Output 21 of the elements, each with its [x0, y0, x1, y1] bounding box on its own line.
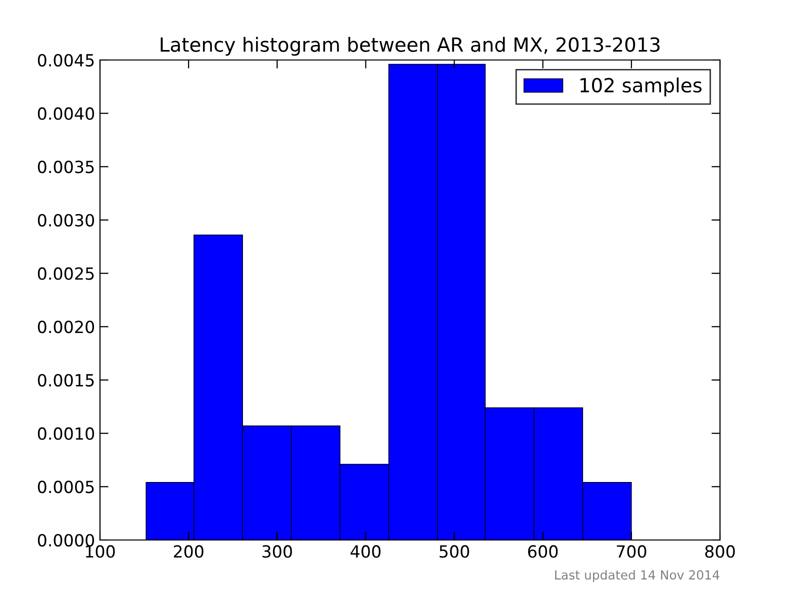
legend-label: 102 samples: [580, 78, 702, 96]
y-tick-label: 0.0020: [38, 320, 94, 334]
x-tick-label: 800: [705, 545, 735, 558]
x-tick-label: 500: [440, 545, 470, 558]
y-tick-label: 0.0035: [38, 160, 94, 174]
y-tick-label: 0.0015: [38, 374, 94, 387]
y-tick-label: 0.0000: [38, 534, 94, 547]
x-tick-label: 600: [528, 545, 558, 558]
y-tick-label: 0.0040: [38, 107, 94, 120]
y-tick-label: 0.0045: [38, 54, 94, 67]
y-tick-label: 0.0005: [38, 480, 94, 494]
y-tick-label: 0.0025: [38, 267, 94, 280]
x-tick-label: 300: [262, 545, 292, 558]
x-tick-label: 200: [174, 545, 204, 558]
x-tick-label: 100: [86, 545, 115, 558]
x-tick-label: 700: [616, 545, 646, 558]
x-tick-label: 400: [350, 545, 381, 558]
chart-title: Latency histogram between AR and MX, 2013-2013: [160, 36, 660, 56]
text: Last updated 14 Nov 2014: [555, 570, 720, 582]
y-tick-label: 0.0030: [38, 214, 94, 227]
y-tick-label: 0.0010: [38, 427, 94, 440]
